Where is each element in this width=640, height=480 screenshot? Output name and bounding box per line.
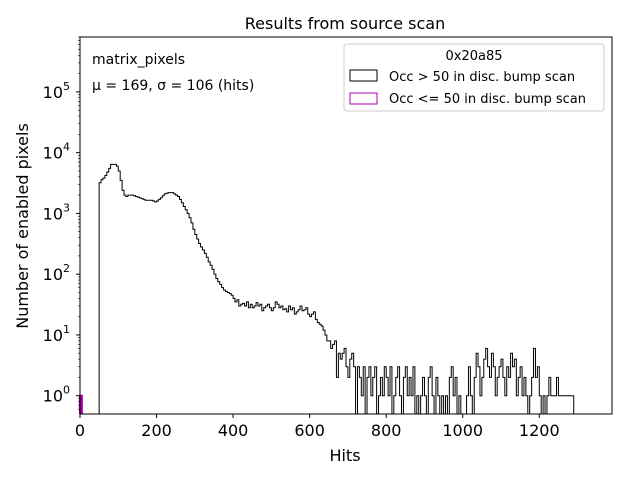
x-tick-label: 1000	[442, 421, 483, 440]
legend-swatch-occ-gt-50	[349, 69, 378, 82]
x-tick-label: 400	[218, 421, 249, 440]
y-tick-label: 104	[43, 141, 70, 163]
x-tick-label: 600	[294, 421, 325, 440]
series-group	[79, 163, 575, 415]
x-tick-label: 0	[75, 421, 85, 440]
y-axis-ticks: 100 101 102 103 104 105	[43, 36, 80, 410]
legend-label-occ-gt-50: Occ > 50 in disc. bump scan	[389, 70, 575, 85]
annotation-stats: μ = 169, σ = 106 (hits)	[92, 78, 254, 94]
x-tick-label: 200	[141, 421, 172, 440]
y-tick-label: 100	[43, 384, 70, 406]
chart-title: Results from source scan	[245, 14, 445, 33]
y-axis-label: Number of enabled pixels	[13, 123, 32, 329]
y-tick-label: 105	[43, 80, 70, 102]
y-tick-label: 102	[43, 262, 70, 284]
legend-title: 0x20a85	[445, 49, 502, 64]
plot-frame	[79, 36, 613, 415]
x-tick-label: 800	[371, 421, 402, 440]
x-axis-label: Hits	[329, 446, 360, 465]
legend-label-occ-le-50: Occ <= 50 in disc. bump scan	[389, 92, 586, 107]
legend-box	[343, 43, 605, 112]
y-tick-label: 103	[43, 201, 70, 223]
legend-swatch-occ-le-50	[349, 92, 378, 105]
annotation-name: matrix_pixels	[92, 52, 185, 68]
y-tick-label: 101	[43, 323, 70, 345]
x-axis-ticks: 0 200 400 600 800 1000 1200	[75, 414, 560, 440]
series-outline-0	[80, 163, 575, 415]
x-tick-label: 1200	[519, 421, 560, 440]
legend: 0x20a85 Occ > 50 in disc. bump scan Occ …	[343, 43, 605, 112]
